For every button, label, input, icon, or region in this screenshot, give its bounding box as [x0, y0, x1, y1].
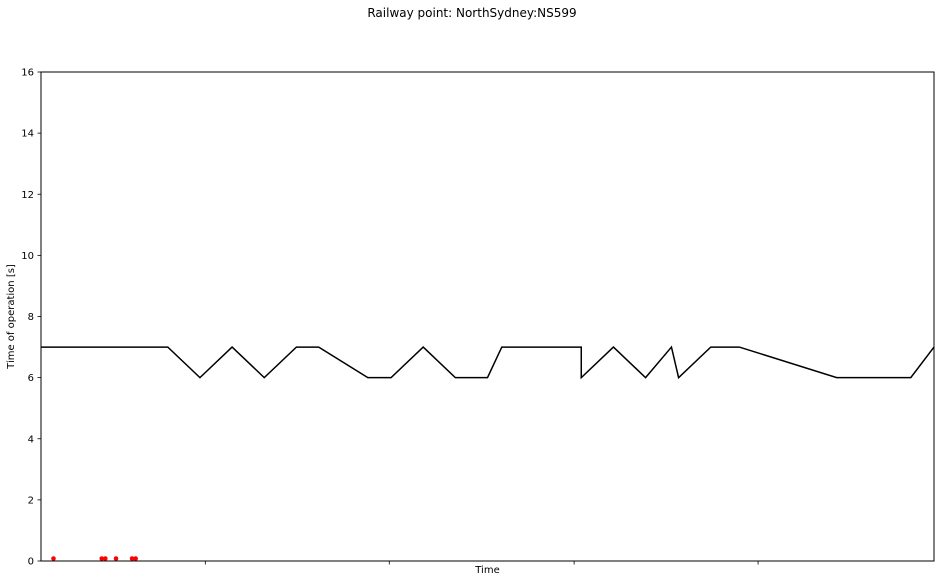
y-tick-label: 8 [28, 312, 34, 323]
y-tick-label: 14 [21, 129, 34, 140]
y-tick-label: 12 [21, 190, 34, 201]
x-axis-label: Time [474, 565, 499, 576]
data-point [102, 556, 108, 561]
data-point [99, 556, 105, 561]
y-tick-label: 2 [28, 495, 34, 506]
data-point [51, 556, 56, 561]
data-point [113, 556, 119, 561]
series-line [41, 345, 935, 380]
y-tick-label: 10 [21, 251, 34, 262]
y-tick-label: 4 [28, 434, 34, 445]
y-tick-label: 0 [28, 557, 34, 568]
plot-frame [40, 71, 935, 562]
y-tick-label: 16 [21, 68, 34, 79]
chart-title: Railway point: NorthSydney:NS599 [367, 6, 576, 20]
data-point [133, 556, 138, 561]
series-layer [41, 345, 935, 561]
y-axis-label: Time of operation [s] [6, 264, 17, 370]
y-tick-label: 6 [28, 373, 34, 384]
data-point [129, 556, 135, 561]
x-axis-ticks [204, 561, 759, 565]
y-axis-ticks: 0 2 4 6 8 10 12 14 16 [21, 68, 41, 568]
